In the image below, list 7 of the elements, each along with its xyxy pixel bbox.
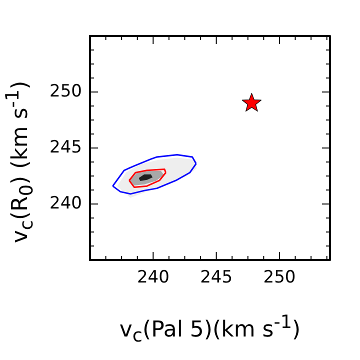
x-tick-label: 245 bbox=[200, 268, 233, 288]
y-tick-label: 240 bbox=[50, 193, 82, 214]
x-axis-title: v$_{c}$(Pal 5)(km s$^{-1}$) bbox=[118, 312, 302, 347]
y-tick-label: 245 bbox=[50, 137, 82, 158]
y-tick-label: 250 bbox=[50, 81, 82, 102]
x-tick-label: 250 bbox=[263, 268, 296, 288]
x-tick-label: 240 bbox=[136, 268, 170, 288]
